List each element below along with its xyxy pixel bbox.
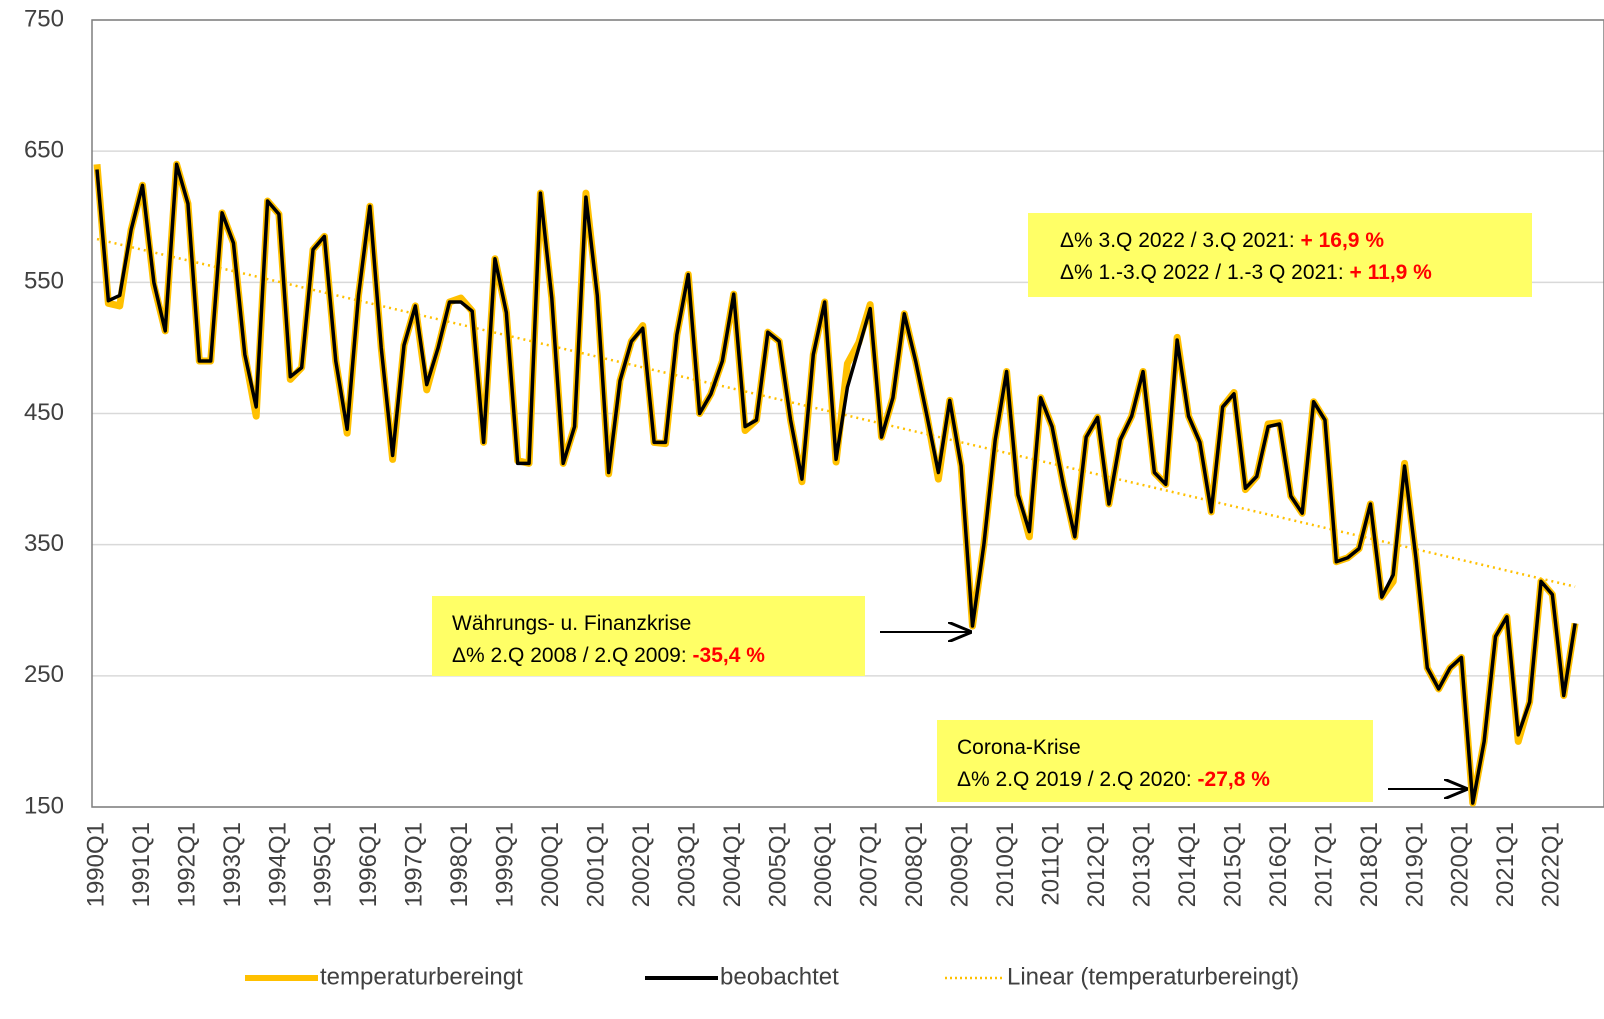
annotation-text: Corona-Krise: [957, 736, 1081, 759]
y-tick-label: 550: [24, 268, 64, 295]
x-tick-label: 1998Q1: [446, 822, 473, 907]
x-tick-label: 1996Q1: [355, 822, 382, 907]
x-tick-label: 2010Q1: [992, 822, 1019, 907]
x-tick-label: 2011Q1: [1037, 822, 1064, 906]
annotation-label: Δ% 2.Q 2008 / 2.Q 2009:: [452, 644, 693, 667]
x-tick-label: 2021Q1: [1492, 822, 1519, 907]
legend-label: beobachtet: [720, 963, 839, 990]
annotation-label: Δ% 2.Q 2019 / 2.Q 2020:: [957, 768, 1198, 791]
annotation-label: Corona-Krise: [957, 736, 1081, 759]
x-tick-label: 1992Q1: [173, 822, 200, 907]
x-tick-label: 2012Q1: [1083, 822, 1110, 907]
x-tick-label: 1994Q1: [264, 822, 291, 907]
x-tick-label: 2014Q1: [1174, 822, 1201, 907]
x-tick-label: 2003Q1: [674, 822, 701, 907]
trend-line: [96, 237, 1576, 588]
annotation-value: + 16,9 %: [1301, 229, 1385, 252]
x-tick-label: 1990Q1: [82, 822, 109, 907]
y-tick-label: 650: [24, 137, 64, 164]
annotation-label: Währungs- u. Finanzkrise: [452, 612, 691, 635]
x-tick-label: 2006Q1: [810, 822, 837, 907]
annotation-label: Δ% 1.-3.Q 2022 / 1.-3 Q 2021:: [1060, 261, 1350, 284]
y-tick-label: 750: [24, 5, 64, 32]
plot-frame: [91, 19, 1604, 808]
x-tick-label: 2020Q1: [1447, 822, 1474, 907]
annotation-box: [1028, 213, 1532, 297]
x-tick-label: 2007Q1: [856, 822, 883, 907]
x-tick-label: 2009Q1: [946, 822, 973, 907]
annotation-value: -35,4 %: [693, 644, 766, 667]
x-tick-label: 2008Q1: [901, 822, 928, 907]
x-tick-label: 1999Q1: [492, 822, 519, 907]
annotation-box: [432, 596, 865, 676]
annotation-text: Δ% 2.Q 2008 / 2.Q 2009: -35,4 %: [452, 644, 765, 667]
annotation-label: Δ% 3.Q 2022 / 3.Q 2021:: [1060, 229, 1301, 252]
x-tick-label: 2015Q1: [1219, 822, 1246, 907]
x-tick-label: 1993Q1: [219, 822, 246, 907]
annotation-text: Δ% 1.-3.Q 2022 / 1.-3 Q 2021: + 11,9 %: [1060, 261, 1432, 284]
annotation-text: Währungs- u. Finanzkrise: [452, 612, 691, 635]
annotation-text: Δ% 2.Q 2019 / 2.Q 2020: -27,8 %: [957, 768, 1270, 791]
y-tick-label: 150: [24, 792, 64, 819]
x-tick-label: 2002Q1: [628, 822, 655, 907]
x-tick-label: 2001Q1: [583, 822, 610, 907]
x-tick-label: 2019Q1: [1401, 822, 1428, 907]
x-tick-label: 1991Q1: [128, 822, 155, 907]
legend-label: temperaturbereingt: [320, 963, 523, 990]
x-tick-label: 2000Q1: [537, 822, 564, 907]
x-tick-label: 1997Q1: [401, 822, 428, 907]
annotation-value: + 11,9 %: [1350, 261, 1433, 284]
y-tick-label: 350: [24, 530, 64, 557]
y-tick-label: 450: [24, 399, 64, 426]
x-tick-label: 2013Q1: [1128, 822, 1155, 907]
annotation-text: Δ% 3.Q 2022 / 3.Q 2021: + 16,9 %: [1060, 229, 1384, 252]
x-tick-label: 2004Q1: [719, 822, 746, 907]
x-tick-label: 1995Q1: [310, 822, 337, 907]
y-tick-label: 250: [24, 661, 64, 688]
annotation-box: [937, 720, 1373, 802]
x-tick-label: 2017Q1: [1310, 822, 1337, 907]
x-tick-label: 2022Q1: [1538, 822, 1565, 907]
annotation-value: -27,8 %: [1198, 768, 1271, 791]
x-tick-label: 2005Q1: [765, 822, 792, 907]
x-tick-label: 2016Q1: [1265, 822, 1292, 907]
legend-label: Linear (temperaturbereingt): [1007, 963, 1299, 990]
x-tick-label: 2018Q1: [1356, 822, 1383, 907]
series-line: [95, 162, 1577, 805]
